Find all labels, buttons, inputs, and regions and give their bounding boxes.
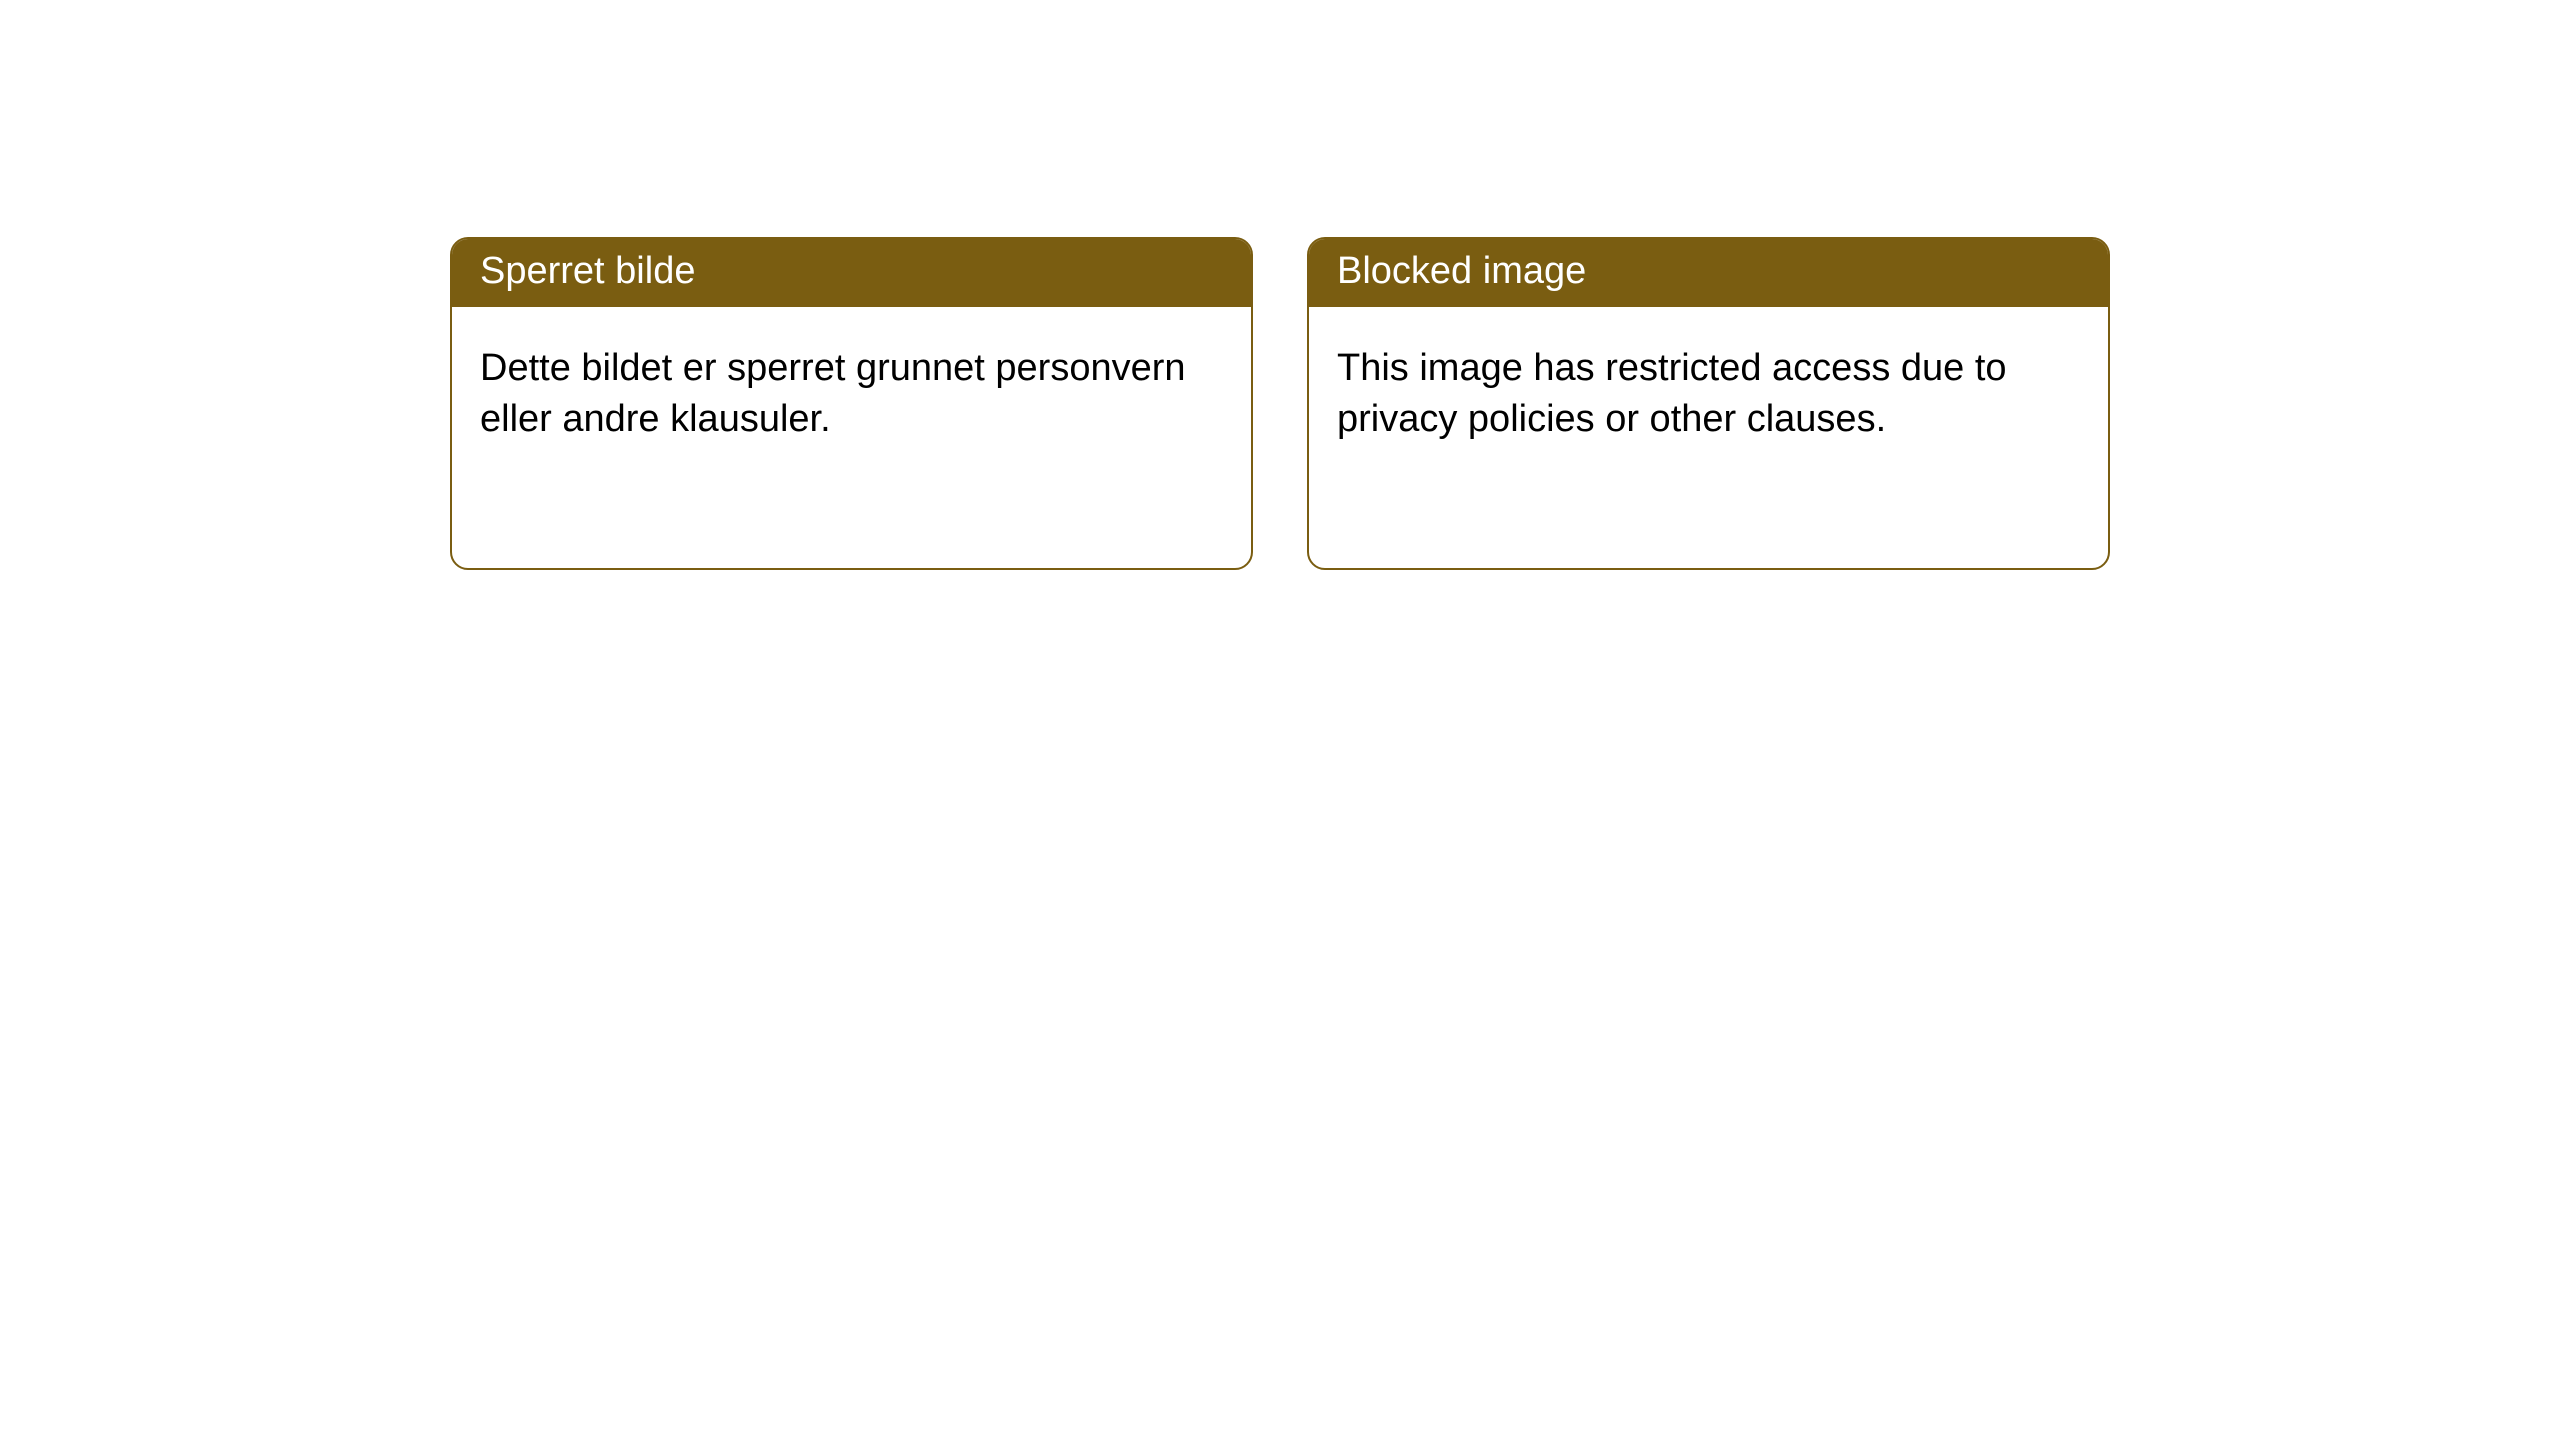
notice-title-english: Blocked image: [1309, 239, 2108, 307]
notice-body-norwegian: Dette bildet er sperret grunnet personve…: [452, 307, 1251, 482]
notice-container: Sperret bilde Dette bildet er sperret gr…: [0, 0, 2560, 570]
notice-body-english: This image has restricted access due to …: [1309, 307, 2108, 482]
notice-card-norwegian: Sperret bilde Dette bildet er sperret gr…: [450, 237, 1253, 570]
notice-card-english: Blocked image This image has restricted …: [1307, 237, 2110, 570]
notice-title-norwegian: Sperret bilde: [452, 239, 1251, 307]
